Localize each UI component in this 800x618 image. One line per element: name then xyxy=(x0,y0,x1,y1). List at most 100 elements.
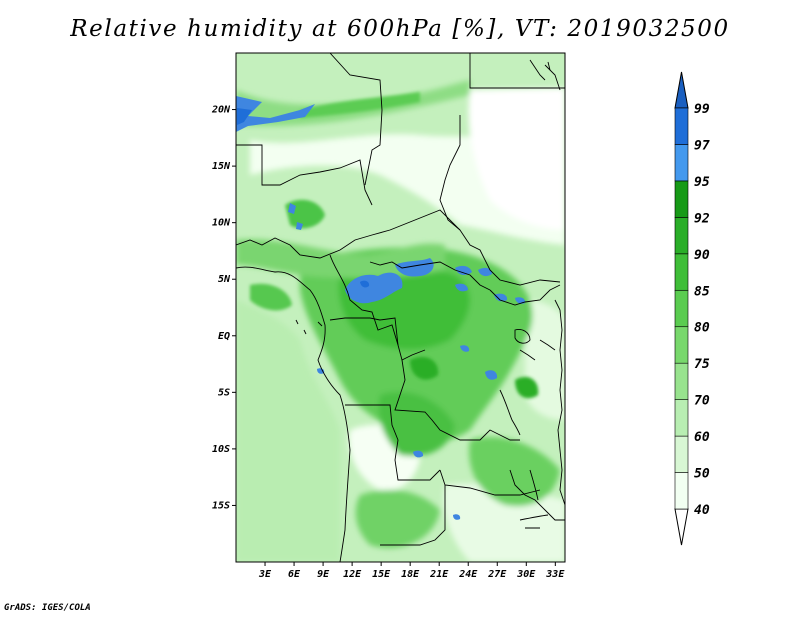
nile-coast xyxy=(529,59,551,81)
saturated-sudan-2 xyxy=(478,267,492,277)
east-coast xyxy=(554,299,565,506)
lat-tick-label: 10N xyxy=(212,218,231,229)
colorbar-segment xyxy=(674,289,689,328)
saturated-west-coast xyxy=(317,368,325,374)
saturated-north-cameroon xyxy=(288,203,296,214)
saturated-north-west-core xyxy=(237,108,252,125)
moist-patch-5 xyxy=(300,92,420,118)
moist-patch-2 xyxy=(250,283,292,311)
lon-tick-label: 27E xyxy=(487,569,507,580)
lat-tick-label: 5S xyxy=(218,387,230,398)
colorbar-label: 95 xyxy=(694,175,710,190)
colorbar-segment xyxy=(674,107,689,145)
angola-border xyxy=(345,404,441,481)
lon-tick-label: 30E xyxy=(516,569,536,580)
lon-tick-label: 12E xyxy=(343,569,362,580)
saturated-chad-2 xyxy=(395,258,434,277)
colorbar-label: 50 xyxy=(694,467,710,482)
saturated-congo xyxy=(460,345,470,352)
colorbar-label: 92 xyxy=(694,211,710,226)
colorbar-label: 99 xyxy=(694,102,710,117)
colorbar-over-triangle xyxy=(674,71,689,109)
lake-malawi xyxy=(529,469,539,501)
colorbar-label: 40 xyxy=(694,503,710,518)
saturated-north-west xyxy=(236,96,315,132)
saturated-sudan xyxy=(455,265,472,276)
lat-tick-label: EQ xyxy=(218,331,230,342)
dry-region-libya xyxy=(468,88,565,230)
north-border-4 xyxy=(439,115,461,231)
lon-tick-label: 3E xyxy=(258,569,272,580)
lat-tick-label: 15S xyxy=(212,500,230,511)
moist-southwest xyxy=(355,490,440,549)
lat-tick-label: 15N xyxy=(212,161,231,172)
moist-patch-4 xyxy=(410,356,439,380)
moist-sahel-band xyxy=(236,239,445,279)
dry-region-south xyxy=(443,483,565,562)
north-border-3 xyxy=(469,53,565,89)
saturated-north-cameroon-2 xyxy=(296,222,303,230)
colorbar-label: 85 xyxy=(694,284,710,299)
zambia-border xyxy=(439,469,541,496)
colorbar-label: 70 xyxy=(694,394,710,409)
colorbar-label: 97 xyxy=(694,138,710,153)
lat-tick-label: 5N xyxy=(218,274,231,285)
lake-tanganyika xyxy=(499,389,521,436)
red-sea xyxy=(544,64,561,91)
humidity-field xyxy=(236,53,565,562)
lon-tick-label: 24E xyxy=(458,569,478,580)
colorbar-segment xyxy=(674,180,689,218)
grads-credit: GrADS: IGES/COLA xyxy=(4,603,91,613)
lon-tick-label: 6E xyxy=(288,569,301,580)
saturated-east-2 xyxy=(515,297,526,304)
lake-victoria xyxy=(514,329,531,344)
colorbar-label: 90 xyxy=(694,248,710,263)
map-title: Relative humidity at 600hPa [%], VT: 201… xyxy=(70,16,730,42)
sahel-border xyxy=(236,209,561,286)
colorbar: 40 50 60 70 75 80 85 90 92 95 97 99 xyxy=(674,71,710,546)
saturated-east xyxy=(494,293,508,302)
west-africa-coastline xyxy=(236,266,351,562)
colorbar-segment xyxy=(674,326,689,364)
lat-tick-label: 10S xyxy=(212,444,230,455)
colorbar-label: 75 xyxy=(694,357,710,372)
drc-border xyxy=(394,359,520,441)
moist-patch-3 xyxy=(515,376,539,399)
colorbar-label: 80 xyxy=(694,321,710,336)
gulf-islands xyxy=(295,319,323,335)
saturated-south xyxy=(453,514,461,520)
colorbar-segment xyxy=(674,399,689,437)
saturated-angola xyxy=(413,450,424,458)
colorbar-segment xyxy=(674,253,689,291)
saturated-central xyxy=(360,280,370,288)
coastlines-borders xyxy=(236,53,565,562)
colorbar-segment xyxy=(674,144,689,182)
lon-tick-label: 15E xyxy=(372,569,391,580)
colorbar-segment xyxy=(674,472,689,510)
congo-border xyxy=(329,317,426,361)
east-border xyxy=(489,284,561,306)
lake-south xyxy=(519,514,549,529)
cameroon-border xyxy=(329,254,399,346)
colorbar-segment xyxy=(674,362,689,400)
lon-tick-label: 33E xyxy=(545,569,565,580)
colorbar-under-triangle xyxy=(674,508,689,546)
north-border-2 xyxy=(329,53,383,186)
southern-border xyxy=(380,485,446,546)
moz-border xyxy=(509,469,565,521)
colorbar-label: 60 xyxy=(694,430,710,445)
moist-southeast xyxy=(469,436,560,507)
lon-tick-label: 9E xyxy=(317,569,330,580)
colorbar-segment xyxy=(674,217,689,255)
car-border xyxy=(369,261,491,291)
dry-region-ocean xyxy=(236,300,340,562)
north-border-1 xyxy=(236,144,373,206)
saturated-rift xyxy=(485,370,498,380)
lon-tick-label: 18E xyxy=(401,569,420,580)
saturated-car xyxy=(455,283,468,292)
map-frame xyxy=(235,52,566,563)
lon-tick-label: 21E xyxy=(429,569,449,580)
saturated-patches xyxy=(236,96,526,520)
lat-tick-label: 20N xyxy=(211,105,231,116)
